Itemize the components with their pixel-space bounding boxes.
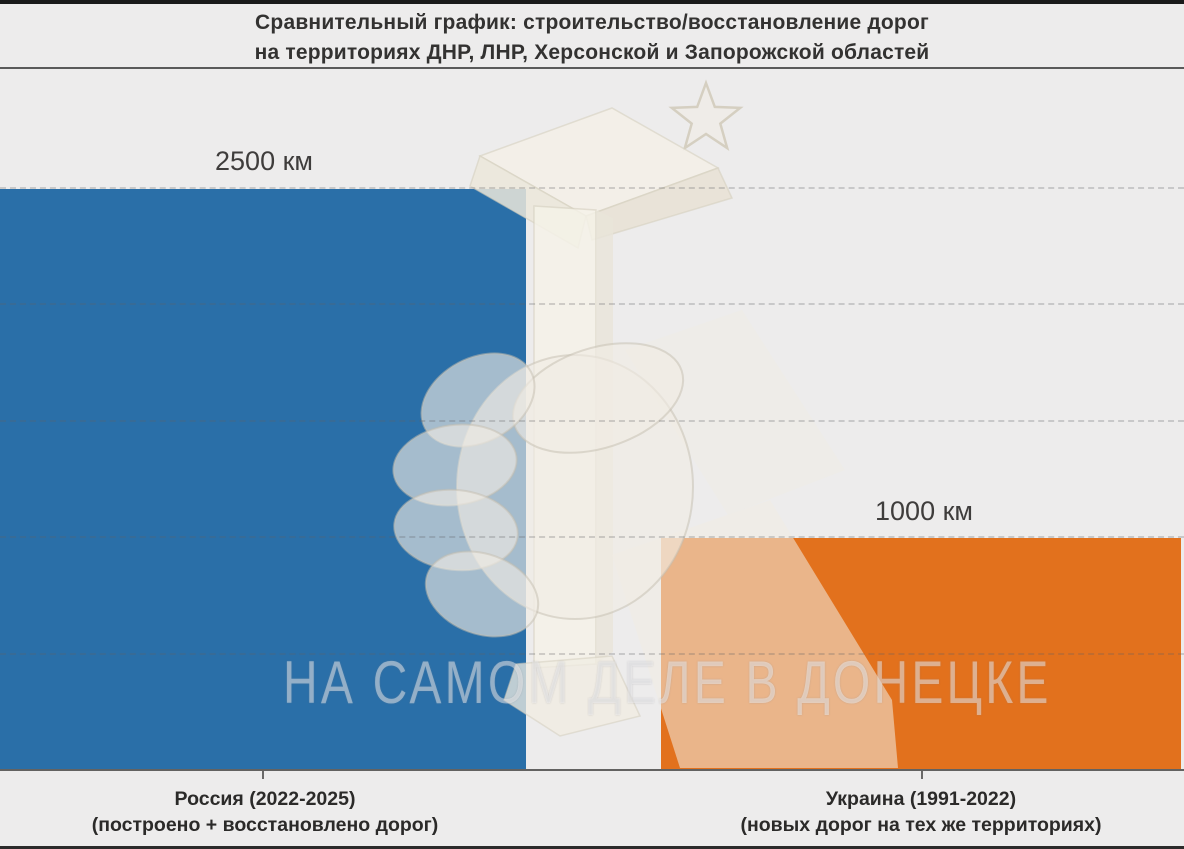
x-tick-russia <box>262 771 264 779</box>
star-icon <box>668 79 744 152</box>
gridline-2000 <box>0 303 1184 305</box>
chart-title-line2: на территориях ДНР, ЛНР, Херсонской и За… <box>254 41 930 65</box>
category-label-ukraine-line1: Украина (1991-2022) <box>825 788 1017 810</box>
watermark-text: НА САМОМ ДЕЛЕ В ДОНЕЦКЕ <box>283 649 1052 716</box>
value-label-ukraine: 1000 км <box>875 496 973 526</box>
category-label-russia-line2: (построено + восстановлено дорог) <box>91 814 439 837</box>
photo-top-edge <box>0 0 1184 4</box>
gridline-2500 <box>0 187 1184 189</box>
chart-title-line1: Сравнительный график: строительство/восс… <box>255 11 929 34</box>
category-label-russia-line1: Россия (2022-2025) <box>174 788 356 810</box>
value-label-russia: 2500 км <box>215 146 313 176</box>
title-divider <box>0 67 1184 69</box>
gridline-500 <box>0 653 1184 655</box>
category-label-ukraine-line2: (новых дорог на тех же территориях) <box>740 814 1102 837</box>
photo-bottom-edge <box>0 846 1184 849</box>
x-tick-ukraine <box>921 771 923 779</box>
chart-title: Сравнительный график: строительство/восс… <box>0 8 1184 69</box>
gridline-1500 <box>0 420 1184 422</box>
category-label-russia: Россия (2022-2025) (построено + восстано… <box>92 786 439 839</box>
x-axis-line <box>0 769 1184 771</box>
gridline-1000 <box>0 536 1184 538</box>
category-label-ukraine: Украина (1991-2022) (новых дорог на тех … <box>740 786 1101 839</box>
